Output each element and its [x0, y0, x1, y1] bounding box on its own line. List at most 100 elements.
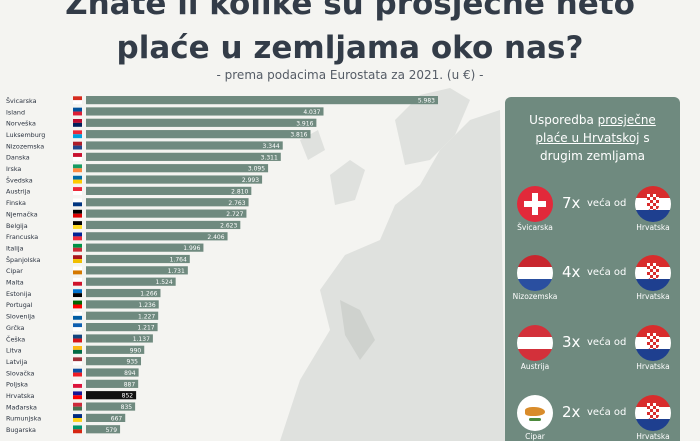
- category-label: Norveška: [6, 120, 36, 128]
- flag-icon: [73, 323, 82, 332]
- comparison-word: veća od: [587, 407, 627, 418]
- bar: [86, 96, 438, 105]
- category-label: Finska: [6, 199, 26, 207]
- value-label: 667: [111, 415, 123, 422]
- flag-icon: [73, 175, 82, 184]
- comparison-word: veća od: [587, 267, 627, 278]
- category-label: Mađarska: [6, 403, 37, 411]
- flag-icon: [73, 277, 82, 286]
- bar: [86, 402, 136, 411]
- bar: [86, 368, 139, 377]
- bar: [86, 311, 159, 320]
- bar: [86, 334, 153, 343]
- comparison-other-country: Hrvatska: [636, 292, 670, 301]
- flag-icon: [73, 221, 82, 229]
- croatia-flag-icon: [635, 255, 671, 291]
- category-label: Rumunjska: [6, 415, 41, 423]
- flag-icon: [73, 119, 82, 127]
- category-label: Švicarska: [6, 96, 37, 105]
- value-label: 1.137: [133, 336, 150, 343]
- flag-icon: [73, 266, 82, 275]
- comparison-multiplier: 3x: [562, 333, 581, 351]
- flag-icon: [73, 153, 82, 161]
- category-label: Bugarska: [6, 426, 36, 434]
- comparison-heading: Usporedba prosječne plaće u Hrvatskoj s …: [505, 111, 680, 165]
- bar: [86, 277, 176, 286]
- netherlands-flag-icon: [517, 255, 553, 291]
- comparison-other-country: Hrvatska: [636, 362, 670, 371]
- category-label: Luksemburg: [6, 131, 45, 139]
- flag-icon: [73, 334, 82, 343]
- value-label: 3.344: [263, 143, 280, 150]
- croatia-flag-icon: [635, 186, 671, 222]
- category-label: Nizozemska: [6, 142, 44, 150]
- bar: [86, 152, 281, 161]
- flag-icon: [73, 107, 82, 116]
- bar: [86, 357, 142, 366]
- value-label: 2.810: [231, 188, 248, 195]
- category-label: Njemačka: [6, 210, 38, 218]
- category-label: Irska: [6, 165, 21, 173]
- value-label: 2.727: [226, 211, 243, 218]
- flag-icon: [73, 300, 82, 309]
- comparison-country: Švicarska: [517, 223, 553, 232]
- bar: [86, 141, 283, 150]
- value-label: 894: [124, 370, 136, 377]
- croatia-flag-icon: [635, 325, 671, 361]
- value-label: 1.524: [155, 279, 172, 286]
- cyprus-flag-icon: [517, 395, 553, 431]
- value-label: 835: [121, 404, 133, 411]
- bar: [86, 186, 252, 195]
- bar: [86, 345, 145, 354]
- value-label: 2.763: [228, 200, 245, 207]
- category-label: Belgija: [6, 222, 28, 230]
- bar: [86, 164, 269, 173]
- heading-highlight: plaće u Hrvatskoj: [535, 131, 640, 145]
- category-label: Švedska: [6, 175, 33, 184]
- category-label: Island: [6, 108, 25, 116]
- heading-text: s: [639, 131, 650, 145]
- bar: [86, 323, 158, 332]
- value-label: 4.037: [303, 109, 320, 116]
- flag-icon: [73, 425, 82, 434]
- value-label: 1.996: [183, 245, 200, 252]
- value-label: 2.993: [242, 177, 259, 184]
- flag-icon: [73, 164, 82, 173]
- comparison-country: Austrija: [520, 362, 550, 371]
- category-label: Hrvatska: [6, 392, 35, 400]
- comparison-other-country: Hrvatska: [636, 432, 670, 441]
- flag-icon: [73, 311, 82, 320]
- comparison-word: veća od: [587, 198, 627, 209]
- value-label: 887: [124, 381, 136, 388]
- comparison-multiplier: 4x: [562, 263, 581, 281]
- comparison-country: Cipar: [525, 432, 545, 441]
- value-label: 1.731: [168, 268, 185, 275]
- comparison-multiplier: 2x: [562, 403, 581, 421]
- category-label: Francuska: [6, 233, 38, 241]
- comparison-panel: Usporedba prosječne plaće u Hrvatskoj s …: [505, 97, 680, 441]
- value-label: 935: [127, 359, 139, 366]
- flag-icon: [73, 130, 82, 139]
- flag-icon: [73, 368, 82, 377]
- category-label: Portugal: [6, 301, 33, 309]
- category-label: Danska: [6, 154, 30, 162]
- switzerland-flag-icon: [517, 186, 553, 222]
- bar: [86, 288, 161, 298]
- heading-text: drugim zemljama: [539, 149, 646, 163]
- flag-icon: [73, 380, 82, 388]
- value-label: 2.406: [207, 234, 224, 241]
- value-label: 1.764: [170, 257, 187, 264]
- category-label: Poljska: [6, 381, 28, 389]
- value-label: 1.227: [138, 313, 155, 320]
- flag-icon: [73, 289, 82, 298]
- bar: [86, 209, 247, 218]
- page-title-line1: Znate li kolike su prosječne neto: [65, 0, 635, 22]
- flag-icon: [73, 187, 82, 195]
- category-label: Slovačka: [6, 369, 35, 377]
- category-label: Španjolska: [6, 255, 40, 264]
- category-label: Grčka: [6, 324, 25, 332]
- page-title-line2: plaće u zemljama oko nas?: [116, 30, 584, 66]
- value-label: 3.095: [248, 166, 265, 173]
- value-label: 990: [130, 347, 142, 354]
- bar: [86, 198, 249, 207]
